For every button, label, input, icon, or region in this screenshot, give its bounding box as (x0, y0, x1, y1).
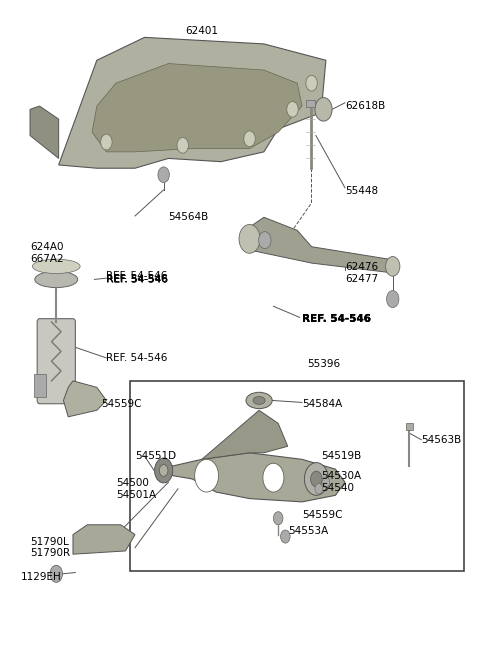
Bar (130, 381, 464, 570)
Ellipse shape (253, 397, 265, 405)
Ellipse shape (246, 392, 272, 409)
Circle shape (315, 484, 323, 494)
Circle shape (315, 97, 332, 121)
Ellipse shape (33, 259, 80, 273)
Text: REF. 54-546: REF. 54-546 (107, 275, 168, 284)
Circle shape (322, 477, 330, 487)
Text: 54563B: 54563B (421, 435, 462, 445)
Text: 55396: 55396 (307, 359, 340, 369)
Text: 54500
54501A: 54500 54501A (116, 478, 156, 499)
Text: REF. 54-546: REF. 54-546 (302, 313, 371, 324)
Polygon shape (202, 410, 288, 459)
Text: 51790L
51790R: 51790L 51790R (30, 537, 70, 558)
Circle shape (101, 134, 112, 150)
Circle shape (259, 232, 271, 249)
Text: 62401: 62401 (185, 26, 218, 36)
Polygon shape (250, 217, 393, 273)
Bar (406, 423, 413, 430)
Text: 54584A: 54584A (302, 399, 342, 409)
Text: 54553A: 54553A (288, 526, 328, 536)
Circle shape (244, 131, 255, 147)
Text: REF. 54-546: REF. 54-546 (107, 275, 168, 284)
Circle shape (158, 167, 169, 183)
Text: REF. 54-546: REF. 54-546 (302, 313, 371, 324)
Circle shape (274, 512, 283, 525)
Text: 54530A
54540: 54530A 54540 (321, 472, 361, 493)
Text: 55448: 55448 (345, 186, 378, 196)
Ellipse shape (155, 458, 173, 483)
Circle shape (195, 459, 218, 492)
FancyBboxPatch shape (37, 319, 75, 404)
Text: 54559C: 54559C (102, 399, 142, 409)
Circle shape (50, 565, 62, 582)
Circle shape (287, 101, 298, 117)
Circle shape (386, 290, 399, 307)
Ellipse shape (35, 271, 78, 288)
Bar (306, 99, 315, 107)
Text: 54519B: 54519B (321, 451, 361, 461)
Text: 1129EH: 1129EH (21, 572, 61, 582)
Polygon shape (92, 64, 302, 152)
Polygon shape (73, 525, 135, 555)
Text: 62618B: 62618B (345, 101, 385, 111)
Bar (34, 374, 46, 397)
Circle shape (281, 530, 290, 543)
Text: 62476
62477: 62476 62477 (345, 262, 378, 284)
Text: REF. 54-546: REF. 54-546 (107, 353, 168, 363)
Text: 624A0
667A2: 624A0 667A2 (30, 242, 64, 264)
Circle shape (239, 225, 260, 253)
Text: 54551D: 54551D (135, 451, 176, 461)
Circle shape (311, 471, 322, 487)
Circle shape (177, 137, 189, 153)
Ellipse shape (159, 464, 168, 476)
Polygon shape (30, 106, 59, 158)
Polygon shape (164, 453, 345, 502)
Circle shape (304, 463, 328, 495)
Text: 54564B: 54564B (168, 212, 209, 222)
Text: REF. 54-546: REF. 54-546 (107, 271, 168, 281)
Text: 54559C: 54559C (302, 510, 343, 520)
Circle shape (306, 76, 317, 91)
Polygon shape (59, 37, 326, 168)
Circle shape (263, 463, 284, 492)
Polygon shape (63, 381, 107, 417)
Circle shape (385, 256, 400, 276)
